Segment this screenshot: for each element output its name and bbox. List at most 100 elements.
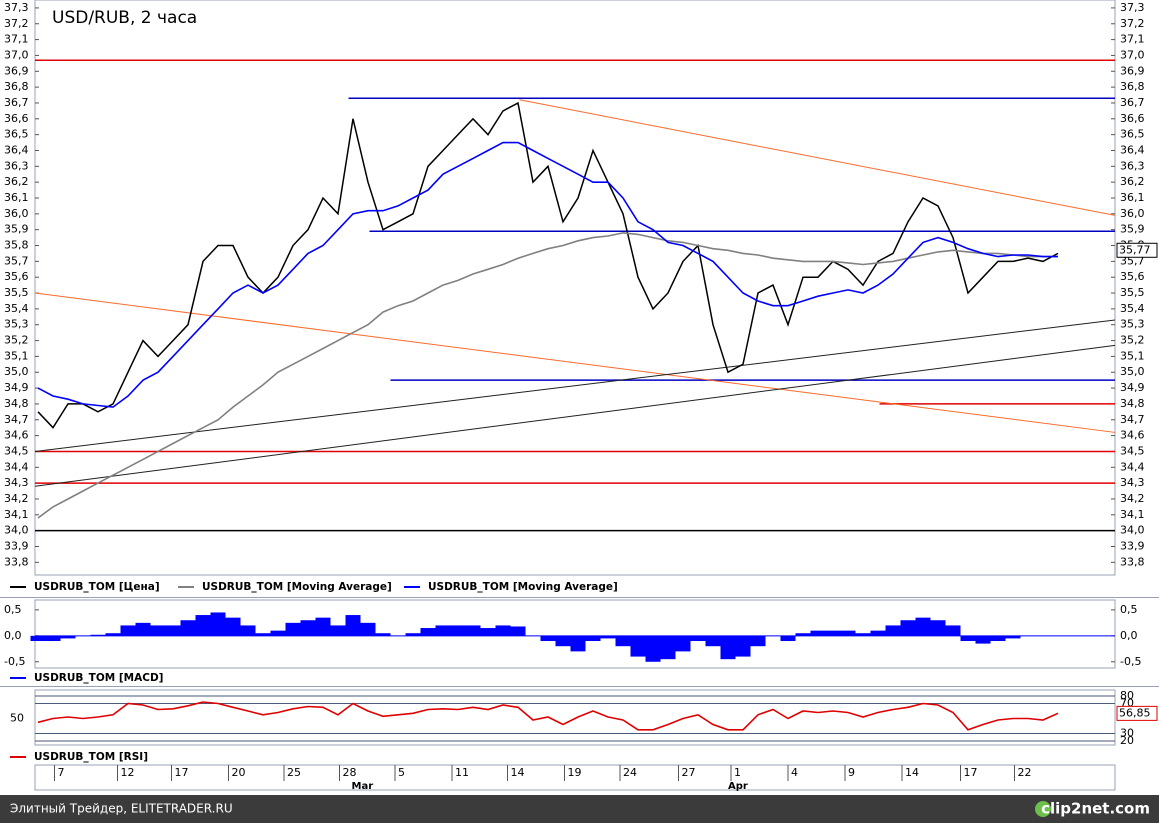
y-tick-label: 34,4: [4, 460, 29, 473]
y-tick-label: 35,9: [4, 223, 29, 236]
y-tick-label: 35,8: [4, 239, 29, 252]
y-tick-label: 34,6: [1120, 429, 1145, 442]
bar: [825, 630, 841, 636]
x-tick-label: 17: [964, 766, 978, 779]
last-value-box: [1116, 242, 1158, 258]
bar: [960, 635, 976, 642]
bar: [750, 635, 766, 647]
y-tick-label: 33,8: [4, 555, 29, 568]
y-tick-label: 36,8: [1120, 80, 1145, 93]
x-tick-label: 12: [121, 766, 135, 779]
bar: [615, 635, 631, 647]
trend-line: [34, 292, 1116, 433]
y-tick-label: 20: [1120, 734, 1134, 747]
x-tick-label: 9: [848, 766, 855, 779]
legend-label: USDRUB_TOM [RSI]: [34, 751, 148, 763]
y-tick-label: 37,2: [1120, 17, 1145, 30]
bar: [870, 630, 886, 636]
x-tick-label: 22: [1018, 766, 1032, 779]
y-tick-label: 36,0: [1120, 207, 1145, 220]
month-label: Apr: [728, 781, 748, 792]
x-axis: [34, 764, 1116, 791]
bar: [45, 635, 61, 642]
trend-line: [34, 344, 1116, 487]
bar: [690, 635, 706, 642]
bar: [480, 628, 496, 636]
series-line: [37, 701, 1059, 731]
y-tick-label: 0,5: [1120, 603, 1138, 616]
bar: [180, 620, 196, 636]
bar: [210, 612, 226, 636]
bar: [360, 622, 376, 636]
y-tick-label: 34,8: [1120, 397, 1145, 410]
y-tick-label: 34,1: [1120, 508, 1145, 521]
last-value-box: [1116, 705, 1158, 721]
bar: [810, 630, 826, 636]
y-tick-label: 30: [1120, 727, 1134, 740]
bar: [540, 635, 556, 642]
bar: [735, 635, 751, 657]
bar: [885, 625, 901, 636]
bar: [135, 622, 151, 636]
y-tick-label: 35,2: [4, 334, 29, 347]
bar: [720, 635, 736, 660]
bar: [195, 615, 211, 636]
bar: [120, 625, 136, 636]
bar: [705, 635, 721, 647]
y-tick-label: 34,0: [1120, 524, 1145, 537]
y-tick-label: 34,2: [1120, 492, 1145, 505]
bar: [300, 620, 316, 636]
x-tick-label: 17: [175, 766, 189, 779]
bar: [945, 625, 961, 636]
y-tick-label: 35,6: [1120, 270, 1145, 283]
bar: [930, 620, 946, 636]
y-tick-label: 35,7: [4, 254, 29, 267]
y-tick-label: 34,3: [4, 476, 29, 489]
y-tick-label: 36,5: [1120, 128, 1145, 141]
bar: [795, 633, 811, 636]
x-tick-label: 14: [905, 766, 919, 779]
y-tick-label: 35,4: [4, 302, 29, 315]
bar: [900, 620, 916, 636]
y-tick-label: 0,5: [4, 603, 22, 616]
bar: [30, 635, 46, 642]
y-tick-label: 34,6: [4, 429, 29, 442]
x-tick-label: 20: [232, 766, 246, 779]
bar: [645, 635, 661, 662]
x-tick-label: 24: [623, 766, 637, 779]
y-tick-label: 36,3: [1120, 159, 1145, 172]
bar: [435, 625, 451, 636]
y-tick-label: 33,9: [4, 539, 29, 552]
bar: [855, 633, 871, 636]
bar: [660, 635, 676, 660]
y-tick-label: 35,3: [4, 318, 29, 331]
y-tick-label: 37,1: [4, 33, 29, 46]
y-tick-label: 34,1: [4, 508, 29, 521]
y-tick-label: 33,8: [1120, 555, 1145, 568]
rsi-panel: [34, 689, 1116, 746]
series-line: [37, 232, 1058, 519]
x-tick-label: 25: [287, 766, 301, 779]
bar: [420, 628, 436, 636]
x-tick-label: 5: [398, 766, 405, 779]
y-tick-label: 36,1: [4, 191, 29, 204]
y-tick-label: 34,5: [1120, 444, 1145, 457]
separator: [0, 686, 1159, 687]
y-tick-label: 50: [10, 712, 24, 725]
bar: [990, 635, 1006, 642]
bar: [780, 635, 796, 642]
last-value-label: 35,77: [1119, 243, 1151, 256]
y-tick-label: -0,5: [1120, 655, 1141, 668]
x-tick-label: 28: [343, 766, 357, 779]
y-tick-label: 35,1: [4, 349, 29, 362]
y-tick-label: 36,2: [1120, 175, 1145, 188]
y-tick-label: 36,9: [1120, 64, 1145, 77]
bar: [225, 617, 241, 636]
y-tick-label: 36,1: [1120, 191, 1145, 204]
separator: [0, 597, 1159, 598]
bar: [240, 625, 256, 636]
y-tick-label: 35,9: [1120, 223, 1145, 236]
series-line: [37, 141, 1058, 408]
y-tick-label: 36,4: [4, 143, 29, 156]
y-tick-label: 34,0: [4, 524, 29, 537]
